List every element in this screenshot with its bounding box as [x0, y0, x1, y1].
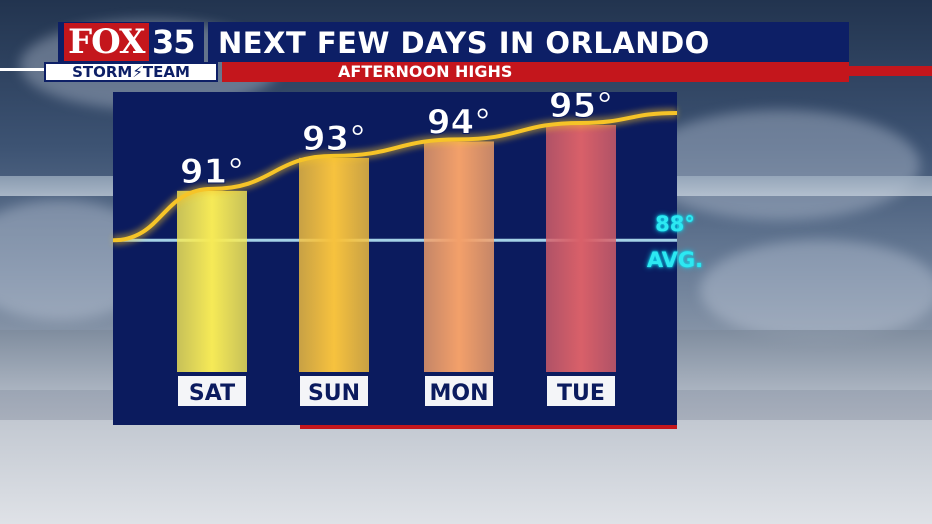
- category-label-tue: TUE: [557, 381, 605, 406]
- average-text-label: AVG.: [646, 248, 704, 273]
- divider-line: [0, 68, 50, 71]
- title-bar: [208, 22, 849, 62]
- value-label-sun: 93°: [302, 119, 366, 159]
- category-box-sun: [300, 376, 368, 406]
- subtitle-bar: [222, 62, 849, 82]
- background-floor: [0, 420, 932, 524]
- bar-sat: [177, 190, 247, 372]
- category-box-mon: [425, 376, 493, 406]
- page-title: NEXT FEW DAYS IN ORLANDO: [218, 26, 710, 60]
- value-label-tue: 95°: [549, 86, 613, 126]
- fox-logo: FOX: [64, 23, 149, 61]
- storm-team-badge: [44, 62, 218, 82]
- bar-mon: [424, 141, 494, 372]
- channel-number: 35: [152, 23, 196, 61]
- background-cloud: [700, 240, 932, 340]
- value-label-mon: 94°: [427, 102, 491, 142]
- background-cloud: [640, 110, 920, 220]
- category-label-mon: MON: [429, 381, 488, 406]
- bar-tue: [546, 124, 616, 372]
- panel-accent-bar: [300, 425, 677, 429]
- bar-sun: [299, 157, 369, 372]
- category-box-tue: [547, 376, 615, 406]
- divider-line: [849, 66, 932, 76]
- category-box-sat: [178, 376, 246, 406]
- value-label-sat: 91°: [180, 152, 244, 192]
- average-value-label: 88°: [655, 212, 695, 237]
- trend-line: [112, 110, 678, 243]
- category-label-sun: SUN: [308, 381, 360, 406]
- storm-team-label: STORM⚡TEAM: [72, 63, 190, 81]
- chart-subtitle: AFTERNOON HIGHS: [338, 62, 513, 81]
- category-label-sat: SAT: [189, 381, 235, 406]
